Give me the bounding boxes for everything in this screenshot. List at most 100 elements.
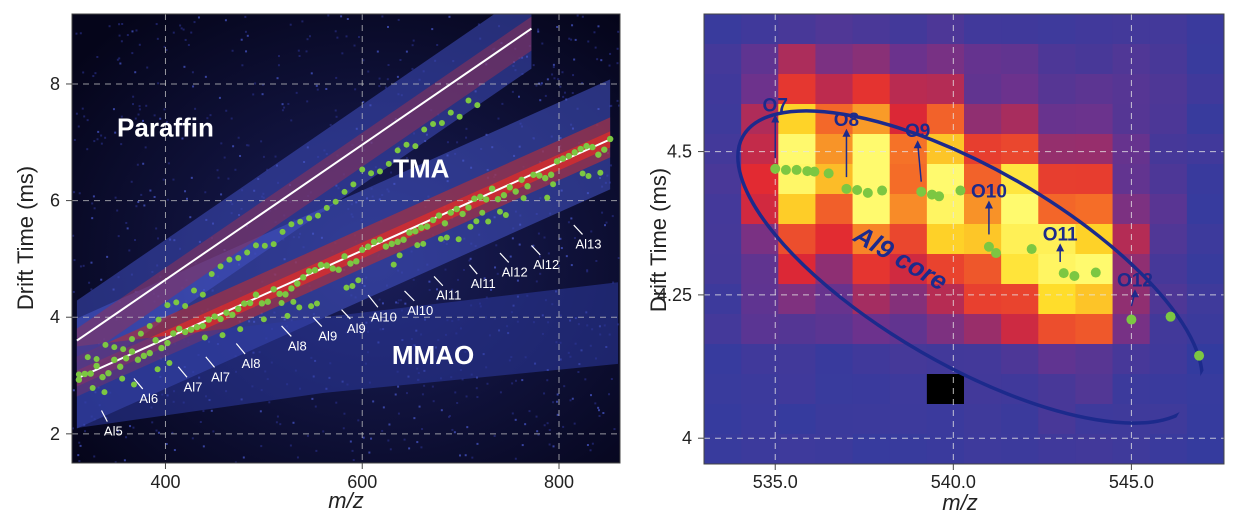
noise-speck — [381, 302, 384, 305]
heat-cell — [778, 374, 816, 405]
heat-cell — [778, 404, 816, 435]
data-point — [93, 362, 100, 370]
noise-speck — [138, 108, 141, 111]
noise-speck — [493, 434, 496, 437]
noise-speck — [605, 221, 608, 224]
noise-speck — [334, 30, 337, 33]
data-point — [317, 261, 325, 269]
heat-cell — [704, 434, 742, 464]
noise-speck — [342, 427, 345, 430]
heat-cell — [704, 44, 742, 75]
heat-cell — [704, 194, 742, 225]
data-point — [111, 356, 118, 364]
noise-speck — [167, 162, 170, 165]
noise-speck — [185, 120, 188, 123]
noise-speck — [511, 237, 514, 240]
noise-speck — [172, 31, 175, 34]
heat-cell — [704, 134, 742, 165]
heat-cell — [889, 434, 928, 464]
noise-speck — [165, 120, 168, 123]
heat-cell — [1001, 434, 1039, 464]
noise-speck — [276, 77, 279, 80]
noise-speck — [378, 85, 381, 88]
noise-speck — [230, 117, 233, 120]
noise-speck — [182, 28, 185, 31]
data-point — [119, 375, 126, 382]
data-point — [421, 126, 428, 133]
data-point — [1058, 268, 1069, 279]
heat-cell — [1075, 284, 1114, 315]
noise-speck — [135, 205, 138, 208]
heat-cell — [704, 314, 742, 345]
noise-speck — [552, 66, 555, 69]
noise-speck — [191, 437, 194, 440]
x-tick-label: 540.0 — [931, 472, 976, 492]
noise-speck — [468, 259, 471, 262]
heat-cell — [1001, 194, 1039, 225]
noise-speck — [561, 71, 564, 74]
data-point — [547, 171, 555, 178]
data-point — [520, 195, 527, 202]
heat-cell — [704, 224, 742, 255]
noise-speck — [296, 456, 299, 459]
heat-cell — [926, 14, 965, 45]
noise-speck — [412, 278, 415, 281]
noise-speck — [172, 178, 175, 181]
heat-cell — [889, 374, 928, 405]
heat-cell — [1186, 134, 1224, 165]
noise-speck — [137, 113, 140, 116]
noise-speck — [454, 391, 457, 394]
noise-speck — [204, 191, 207, 194]
heat-cell — [1186, 254, 1224, 285]
data-point — [264, 298, 271, 305]
heat-cell — [1001, 14, 1039, 45]
noise-speck — [353, 44, 356, 47]
heat-cell — [889, 74, 928, 105]
noise-speck — [351, 449, 354, 452]
noise-speck — [244, 30, 247, 33]
data-point — [412, 143, 419, 150]
noise-speck — [357, 36, 360, 39]
noise-speck — [589, 449, 592, 452]
noise-speck — [220, 193, 223, 196]
noise-speck — [88, 281, 91, 284]
noise-speck — [509, 255, 512, 258]
noise-speck — [239, 154, 242, 157]
noise-speck — [596, 58, 599, 61]
data-point — [388, 240, 395, 248]
noise-speck — [133, 239, 136, 242]
heat-cell — [1075, 434, 1114, 464]
noise-speck — [570, 264, 573, 267]
noise-speck — [287, 102, 290, 105]
heat-cell — [741, 224, 779, 255]
heat-cell — [778, 224, 816, 255]
noise-speck — [75, 112, 78, 115]
noise-speck — [78, 460, 81, 463]
noise-speck — [386, 78, 389, 81]
data-point — [485, 218, 492, 225]
data-point — [146, 349, 153, 357]
data-point — [916, 186, 927, 197]
left-axis-ticks: 400 600 800 2 4 6 8 — [50, 74, 574, 492]
noise-speck — [136, 163, 139, 166]
noise-speck — [453, 431, 456, 434]
arrow-head — [842, 128, 851, 137]
noise-speck — [581, 82, 584, 85]
heat-cell — [741, 374, 779, 405]
right-plot-frame — [703, 13, 1225, 465]
noise-speck — [387, 439, 390, 442]
arrow-head — [1130, 289, 1139, 298]
noise-speck — [465, 136, 468, 139]
heat-cell — [852, 404, 891, 435]
noise-speck — [539, 99, 542, 102]
series-label: Al11 — [436, 288, 461, 303]
right-heatmap-cells — [704, 14, 1224, 464]
data-point — [597, 169, 604, 176]
noise-speck — [357, 419, 360, 422]
noise-speck — [572, 74, 575, 77]
heat-cell — [964, 134, 1002, 165]
noise-speck — [157, 431, 160, 434]
heat-cell — [741, 284, 779, 315]
data-point — [117, 363, 124, 370]
noise-speck — [559, 85, 562, 88]
